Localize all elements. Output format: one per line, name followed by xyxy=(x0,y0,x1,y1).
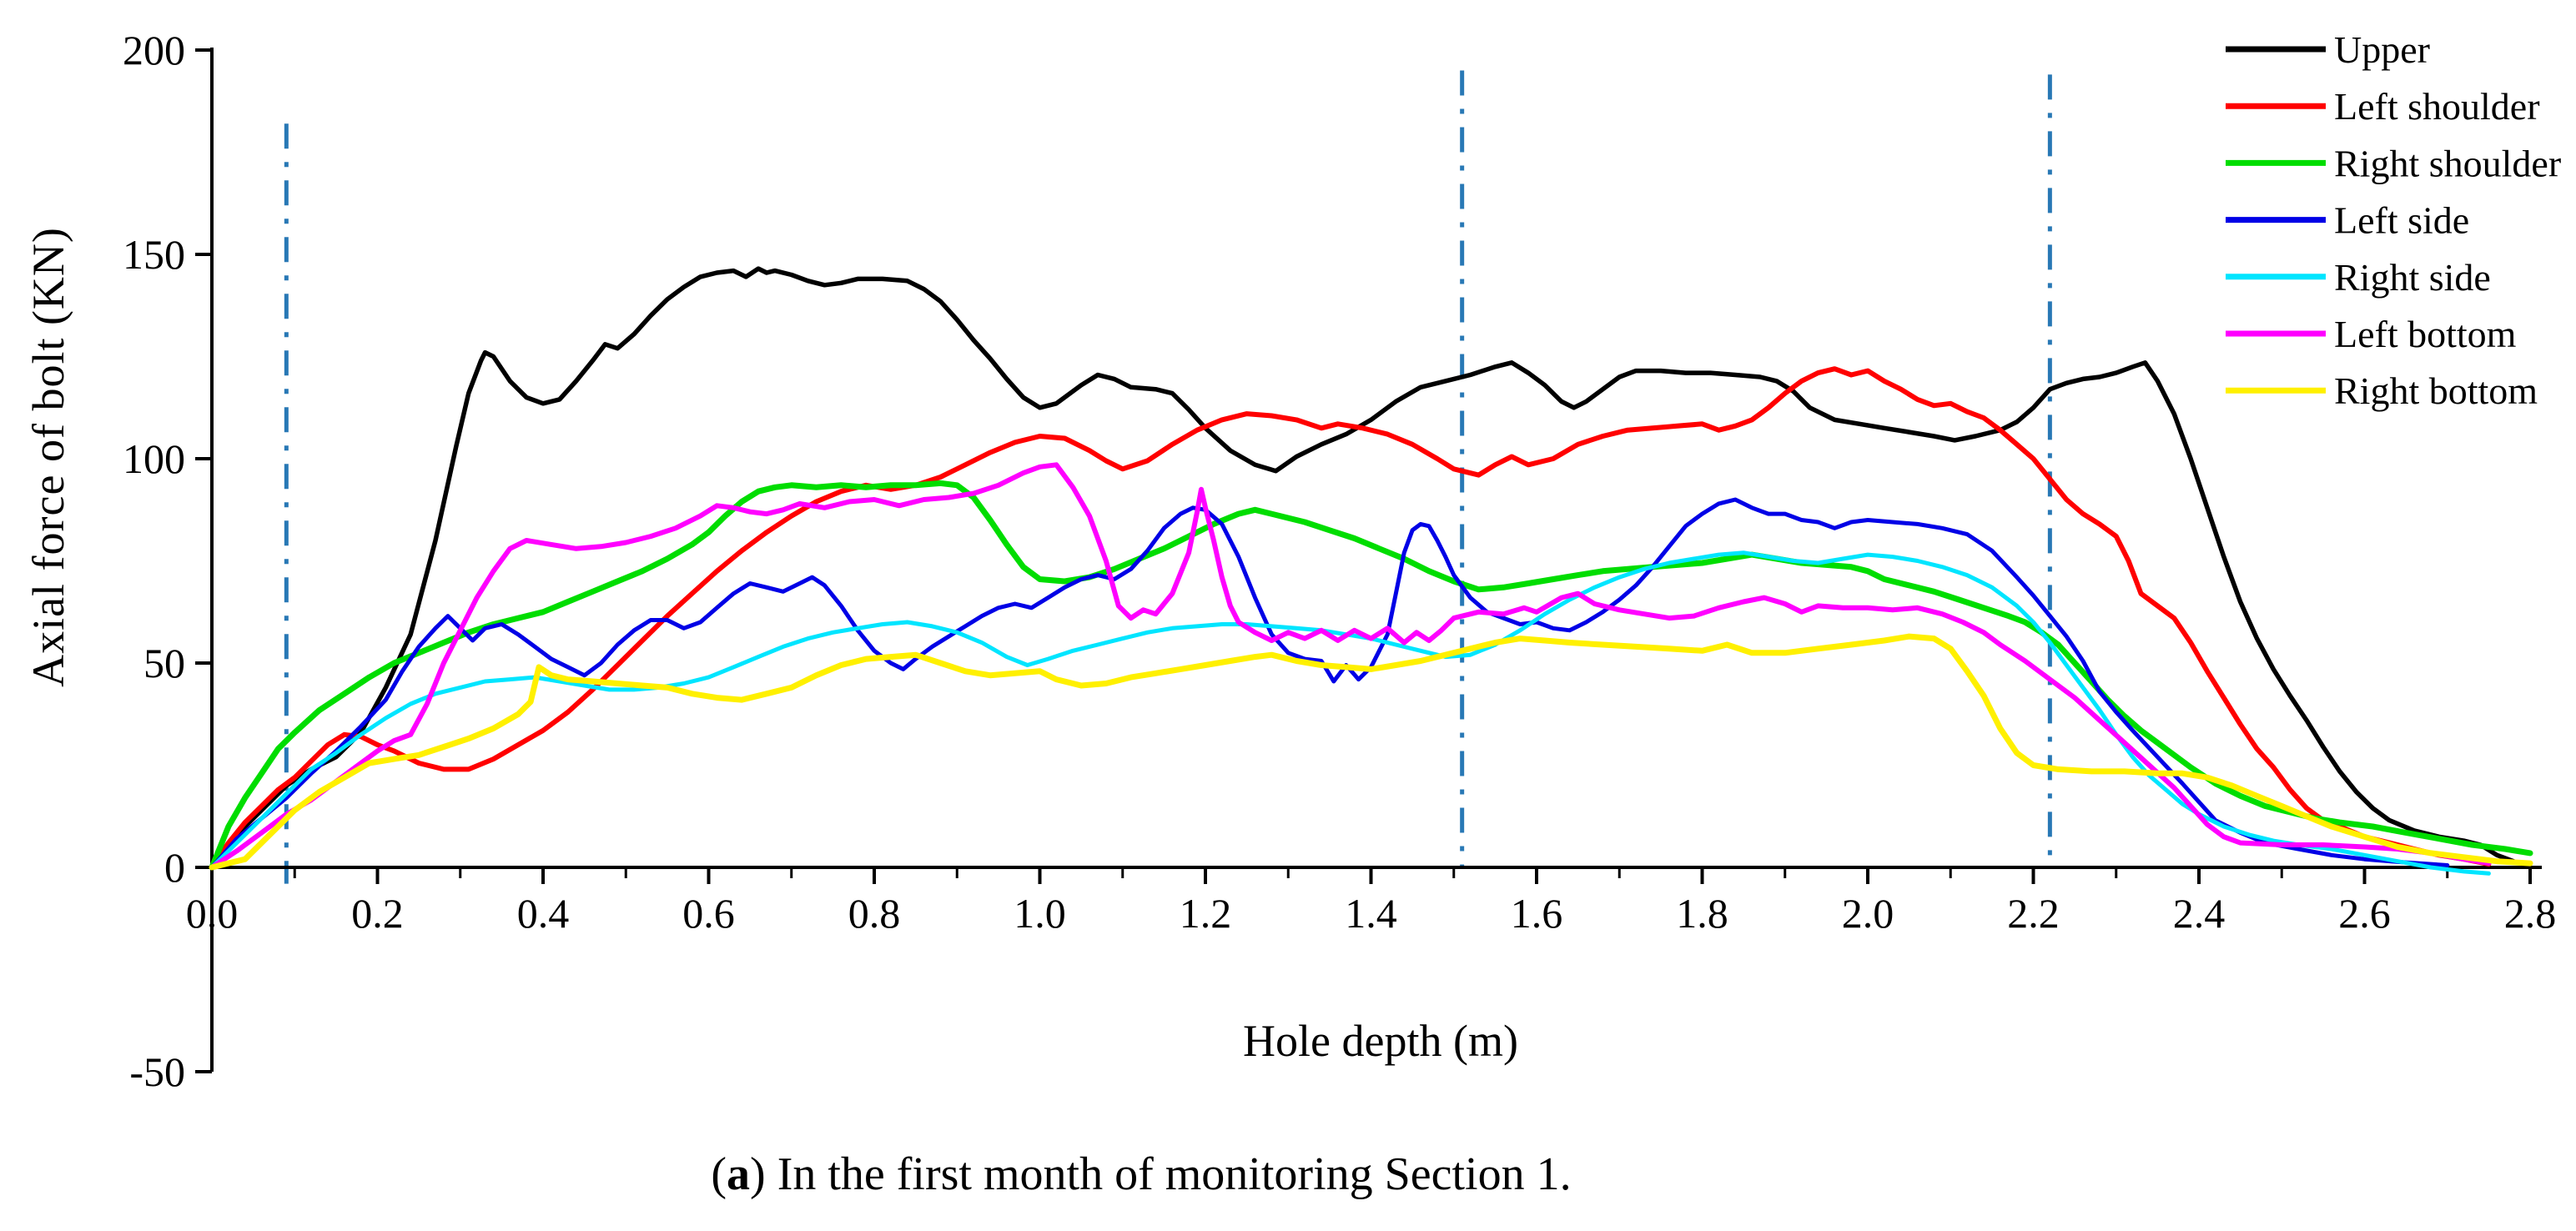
legend-item-right-bottom: Right bottom xyxy=(2226,369,2538,412)
y-tick-label: 150 xyxy=(123,231,185,278)
x-tick-label: 2.4 xyxy=(2173,890,2226,937)
y-tick-label: 200 xyxy=(123,27,185,73)
legend-label: Left side xyxy=(2334,199,2469,242)
series-left-side xyxy=(209,497,2450,870)
legend-label: Left shoulder xyxy=(2334,85,2540,128)
legend-label: Right side xyxy=(2334,256,2491,299)
x-tick-label: 1.2 xyxy=(1180,890,1232,937)
series-left-shoulder xyxy=(209,366,2492,870)
x-tick-label: 0.2 xyxy=(351,890,404,937)
x-tick-label: 2.2 xyxy=(2007,890,2060,937)
legend-label: Right bottom xyxy=(2334,369,2538,412)
x-tick-label: 1.0 xyxy=(1014,890,1066,937)
x-tick-label: 2.0 xyxy=(1842,890,1894,937)
y-tick-label: 100 xyxy=(123,435,185,482)
legend-label: Left bottom xyxy=(2334,313,2517,355)
caption-label: a xyxy=(727,1148,751,1200)
legend-label: Upper xyxy=(2334,28,2430,71)
figure-caption: (a) In the first month of monitoring Sec… xyxy=(711,1148,1571,1201)
caption-paren-open: ( xyxy=(711,1148,727,1200)
x-tick-label: 2.6 xyxy=(2338,890,2391,937)
y-tick-label: 50 xyxy=(143,640,185,686)
x-tick-label: 1.4 xyxy=(1345,890,1397,937)
series-right-bottom xyxy=(209,633,2533,871)
x-axis-label: Hole depth (m) xyxy=(1243,1016,1518,1066)
legend-item-left-bottom: Left bottom xyxy=(2226,313,2517,355)
legend-item-upper: Upper xyxy=(2226,28,2430,71)
legend-item-right-shoulder: Right shoulder xyxy=(2226,142,2561,184)
y-tick-label: -50 xyxy=(129,1048,185,1095)
series-upper xyxy=(209,266,2516,870)
x-tick-label: 0.0 xyxy=(186,890,239,937)
series-left-bottom xyxy=(209,462,2492,870)
legend: Upper Left shoulder Right shoulder Left sid… xyxy=(2226,28,2561,412)
y-axis-label: Axial force of bolt (KN) xyxy=(23,227,73,687)
x-tick-label: 2.8 xyxy=(2504,890,2557,937)
legend-item-left-side: Left side xyxy=(2226,199,2469,242)
x-tick-label: 0.4 xyxy=(517,890,570,937)
caption-text: ) In the first month of monitoring Secti… xyxy=(750,1148,1572,1200)
legend-label: Right shoulder xyxy=(2334,142,2561,184)
x-tick-label: 0.8 xyxy=(848,890,901,937)
y-tick-label: 0 xyxy=(164,844,185,891)
legend-item-right-side: Right side xyxy=(2226,256,2491,299)
legend-item-left-shoulder: Left shoulder xyxy=(2226,85,2540,128)
x-tick-label: 0.6 xyxy=(682,890,735,937)
x-tick-label: 1.6 xyxy=(1511,890,1563,937)
x-tick-label: 1.8 xyxy=(1676,890,1728,937)
